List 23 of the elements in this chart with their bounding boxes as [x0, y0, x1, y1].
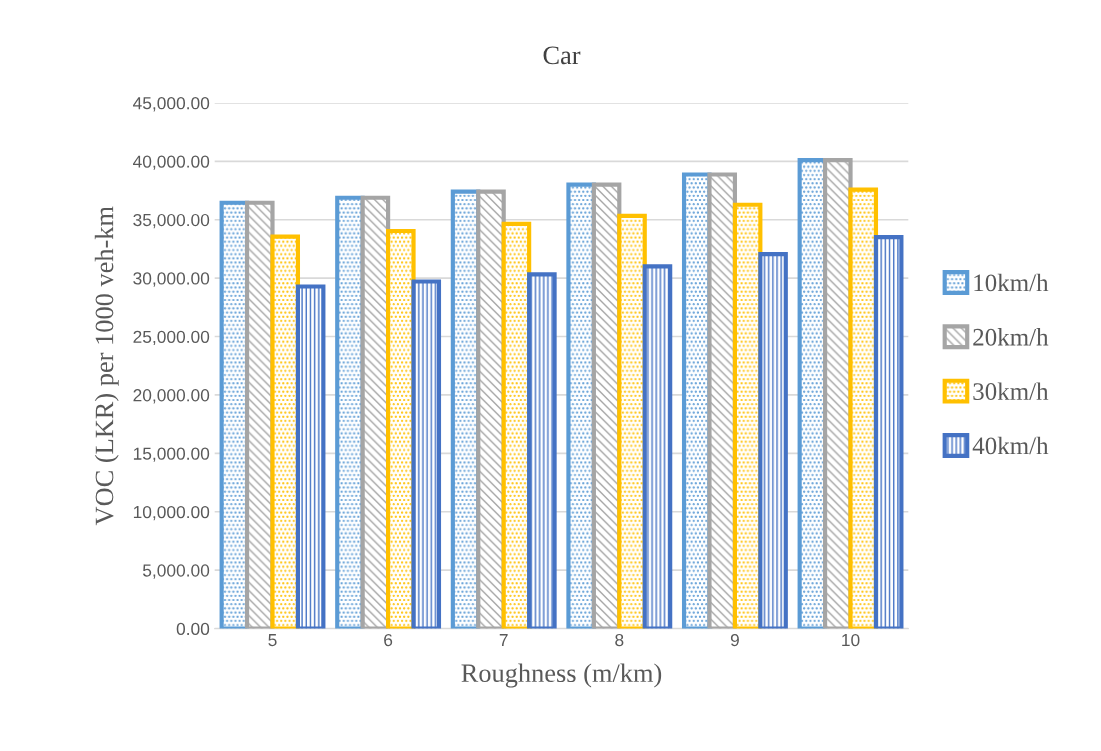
x-tick-label: 10: [842, 633, 860, 647]
legend-label: 10km/h: [974, 273, 1049, 292]
x-tick-label: 6: [384, 633, 393, 647]
y-tick-label: 10,000.00: [133, 505, 210, 521]
y-tick-label: 25,000.00: [133, 330, 210, 346]
x-tick-label: 7: [499, 634, 508, 647]
y-tick-label: 30,000.00: [133, 272, 210, 287]
y-tick-label: 5,000.00: [142, 564, 210, 579]
x-tick-label: 5: [268, 634, 277, 647]
y-tick-label: 40,000.00: [133, 155, 210, 170]
y-tick-label: 15,000.00: [133, 447, 210, 462]
chart-title: Car: [543, 46, 581, 65]
y-tick-label: 35,000.00: [133, 213, 210, 229]
legend-label: 30km/h: [973, 382, 1049, 400]
legend-label: 20km/h: [973, 328, 1049, 346]
y-tick-label: 0.00: [176, 622, 210, 636]
y-axis-title: VOC (LKR) per 1000 veh-km: [94, 206, 119, 526]
x-tick-label: 9: [730, 633, 739, 647]
y-tick-label: 45,000.00: [133, 97, 210, 112]
y-tick-label: 20,000.00: [133, 389, 210, 404]
x-tick-label: 8: [615, 633, 624, 647]
x-axis-title: Roughness (m/km): [461, 663, 662, 688]
legend-label: 40km/h: [972, 436, 1049, 455]
